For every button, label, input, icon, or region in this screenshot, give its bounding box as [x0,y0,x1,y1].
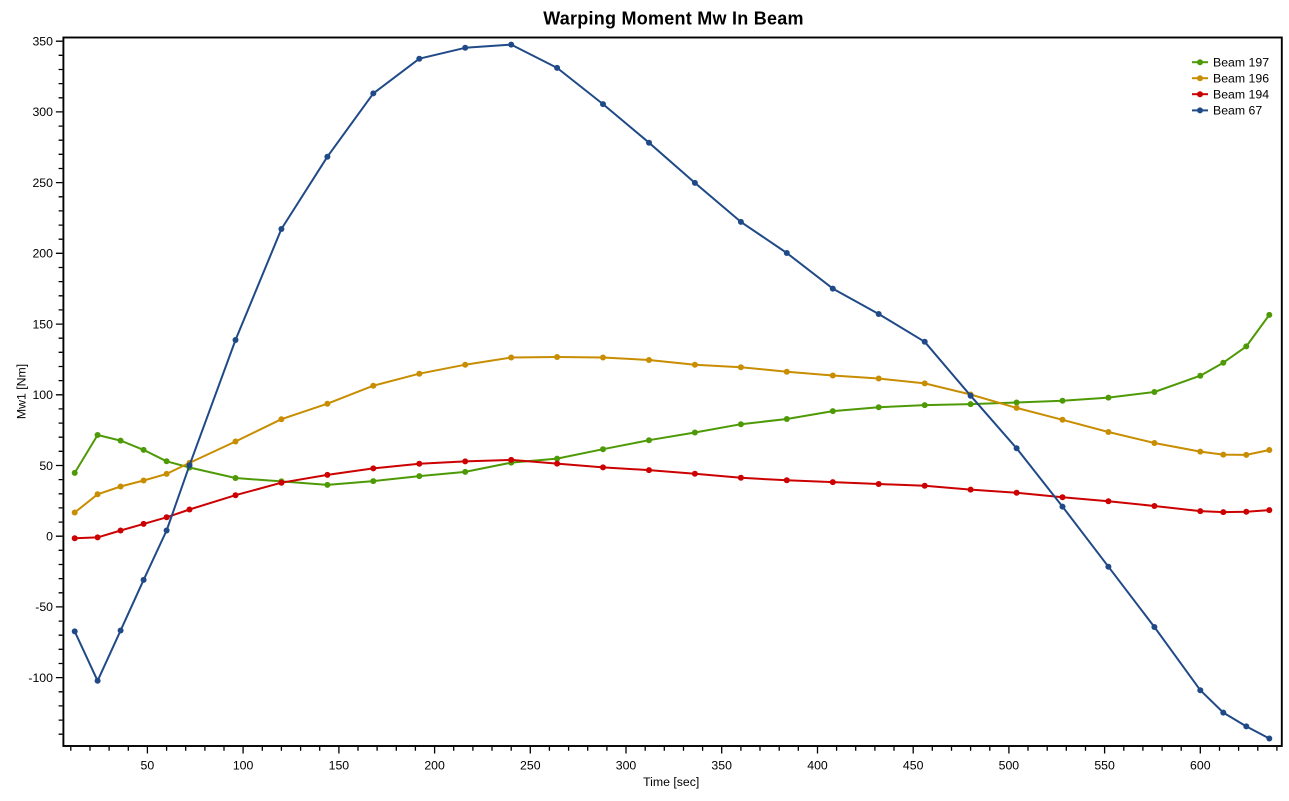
svg-text:200: 200 [32,247,53,261]
svg-text:350: 350 [32,35,53,49]
svg-text:500: 500 [999,759,1020,773]
svg-text:100: 100 [32,388,53,402]
svg-text:350: 350 [711,759,732,773]
svg-text:300: 300 [616,759,637,773]
svg-text:50: 50 [39,459,53,473]
svg-text:Warping Moment Mw In Beam: Warping Moment Mw In Beam [543,9,804,29]
svg-text:0: 0 [46,530,53,544]
svg-text:600: 600 [1190,759,1211,773]
svg-text:250: 250 [520,759,541,773]
svg-text:150: 150 [32,317,53,331]
svg-text:250: 250 [32,176,53,190]
svg-text:450: 450 [903,759,924,773]
svg-text:Beam 196: Beam 196 [1213,72,1269,86]
svg-text:Beam 197: Beam 197 [1213,56,1269,70]
svg-text:Beam 194: Beam 194 [1213,88,1269,102]
svg-text:Time [sec]: Time [sec] [643,775,699,789]
svg-text:300: 300 [32,105,53,119]
svg-text:400: 400 [807,759,828,773]
svg-text:550: 550 [1094,759,1115,773]
svg-text:50: 50 [141,759,155,773]
svg-text:-100: -100 [28,671,53,685]
svg-text:100: 100 [233,759,254,773]
svg-text:Mw1 [Nm]: Mw1 [Nm] [15,364,29,419]
svg-text:200: 200 [424,759,445,773]
svg-text:-50: -50 [35,600,53,614]
svg-text:Beam 67: Beam 67 [1213,104,1262,118]
svg-text:150: 150 [329,759,350,773]
